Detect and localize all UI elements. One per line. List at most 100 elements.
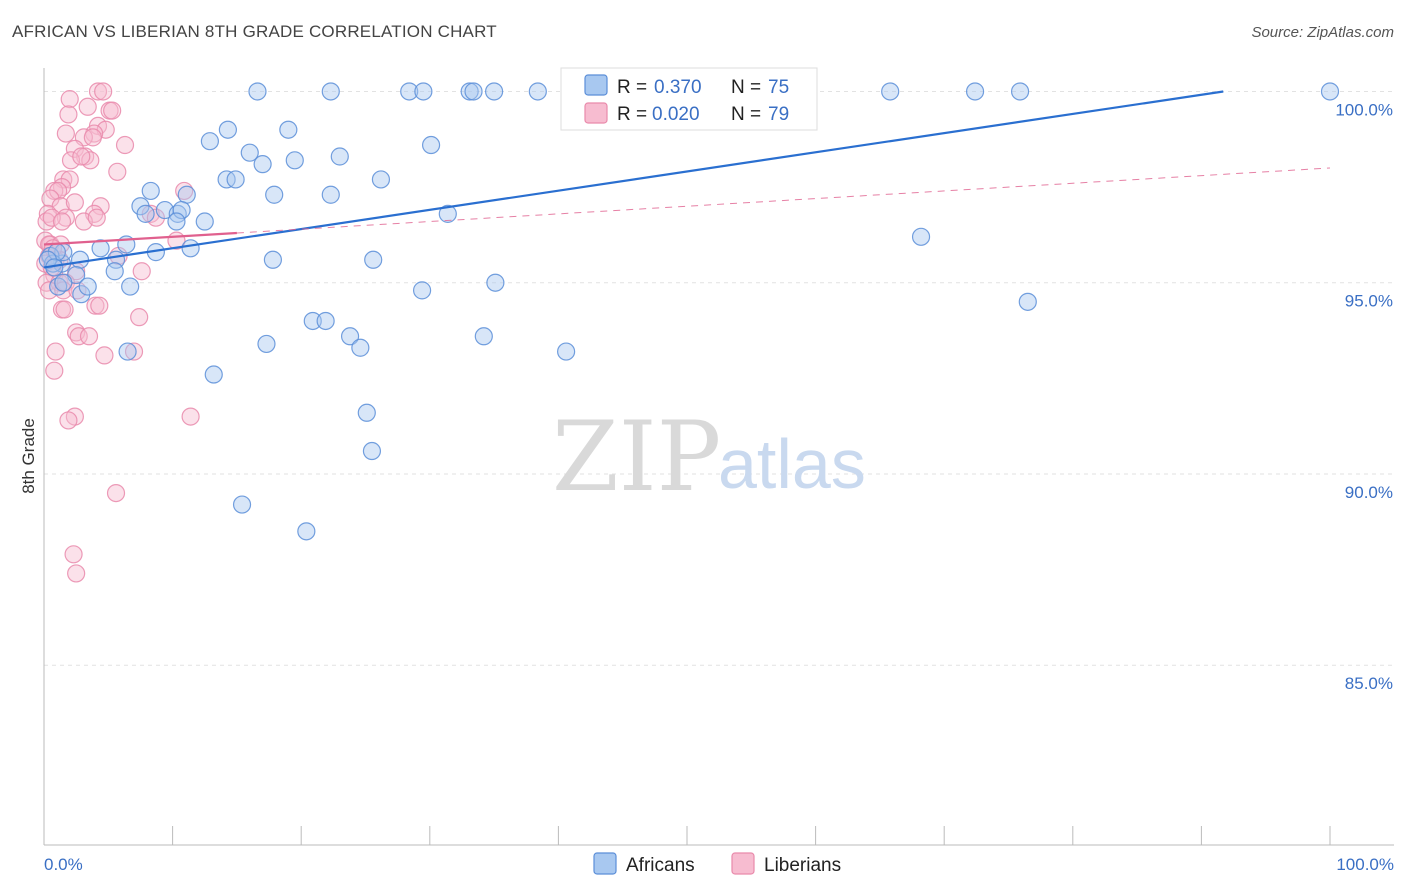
liberian-point (115, 135, 135, 155)
bottom-legend-africans-swatch (593, 852, 617, 875)
liberian-point (59, 411, 78, 430)
liberian-point (46, 342, 65, 361)
liberian-point (106, 484, 126, 503)
liberian-point (65, 193, 84, 212)
african-point (486, 273, 505, 292)
liberian-point (79, 327, 99, 346)
watermark: ZIP atlas (552, 401, 866, 513)
liberian-point (81, 151, 100, 170)
legend-africans-n-label: N = (731, 77, 761, 98)
african-point (321, 185, 340, 204)
african-point (172, 200, 191, 220)
african-point (330, 147, 349, 166)
african-point (118, 342, 137, 361)
watermark-zip: ZIP (552, 401, 721, 513)
liberian-point (88, 82, 108, 101)
african-point (460, 82, 479, 101)
liberian-point (69, 327, 88, 346)
liberian-point (108, 162, 127, 181)
liberian-point (86, 296, 105, 315)
african-point (965, 82, 985, 101)
liberian-point (90, 296, 109, 315)
liberian-point (87, 208, 106, 227)
african-point (881, 82, 900, 101)
liberian-point (52, 212, 72, 231)
africans-points (38, 82, 1340, 541)
african-point (421, 135, 441, 155)
african-point (464, 82, 483, 101)
legend-liberians-r-value: 0.020 (652, 104, 700, 125)
african-point (400, 82, 419, 101)
african-point (204, 365, 223, 384)
african-point (141, 181, 160, 201)
african-point (1010, 82, 1030, 101)
liberian-point (72, 147, 91, 166)
african-point (364, 250, 383, 269)
y-tick-label: 90.0% (1345, 483, 1393, 502)
liberian-point (94, 82, 113, 101)
liberian-point (95, 346, 114, 365)
bottom-legend-africans-label: Africans (626, 855, 695, 876)
source-label: Source: ZipAtlas.com (1251, 24, 1394, 41)
african-point (167, 212, 186, 231)
liberian-point (41, 189, 60, 208)
african-point (557, 342, 576, 361)
liberian-point (181, 407, 200, 426)
african-point (1018, 292, 1037, 311)
african-point (528, 82, 547, 101)
stats-legend: R = 0.370 N = 75 R = 0.020 N = 79 (560, 67, 818, 131)
liberian-point (60, 90, 79, 109)
liberian-point (59, 105, 78, 124)
liberian-point (40, 281, 59, 300)
african-point (297, 522, 316, 541)
african-point (351, 338, 370, 357)
african-point (316, 311, 335, 331)
liberian-point (60, 170, 79, 189)
african-point (54, 273, 73, 292)
grid-lines (44, 90, 1394, 666)
african-point (412, 281, 432, 300)
african-point (371, 170, 391, 189)
african-point (91, 239, 110, 258)
liberians-trend-line (43, 231, 237, 246)
y-tick-label: 85.0% (1345, 674, 1393, 693)
african-point (78, 277, 97, 296)
african-point (357, 403, 376, 422)
liberian-point (45, 361, 64, 380)
liberian-point (124, 342, 144, 361)
y-tick-label: 95.0% (1345, 292, 1393, 311)
liberian-point (132, 262, 151, 281)
legend-liberians-swatch (584, 102, 608, 124)
african-point (181, 239, 200, 258)
african-point (257, 334, 276, 354)
african-point (362, 441, 382, 461)
africans-trend-line (43, 90, 1224, 269)
african-point (177, 185, 196, 204)
liberian-point (49, 181, 68, 201)
african-point (438, 204, 457, 223)
liberian-point (55, 300, 74, 319)
liberians-points (36, 82, 200, 583)
african-point (911, 227, 931, 246)
liberian-point (103, 101, 122, 120)
african-point (200, 132, 219, 151)
african-point (248, 82, 267, 101)
liberians-trend-extension (236, 167, 1331, 234)
african-point (265, 185, 284, 204)
african-point (226, 170, 245, 189)
african-point (70, 250, 90, 269)
liberian-point (61, 151, 81, 170)
african-point (195, 212, 214, 231)
african-point (414, 82, 433, 101)
african-point (303, 311, 322, 331)
african-point (1320, 82, 1340, 101)
liberian-point (83, 128, 102, 147)
trend-lines (43, 90, 1331, 269)
african-point (485, 82, 504, 101)
liberian-point (56, 124, 75, 143)
x-tick-label-max: 100.0% (1336, 855, 1394, 874)
liberian-point (42, 208, 61, 227)
bottom-legend-liberians-swatch (731, 852, 755, 875)
african-point (240, 143, 259, 162)
